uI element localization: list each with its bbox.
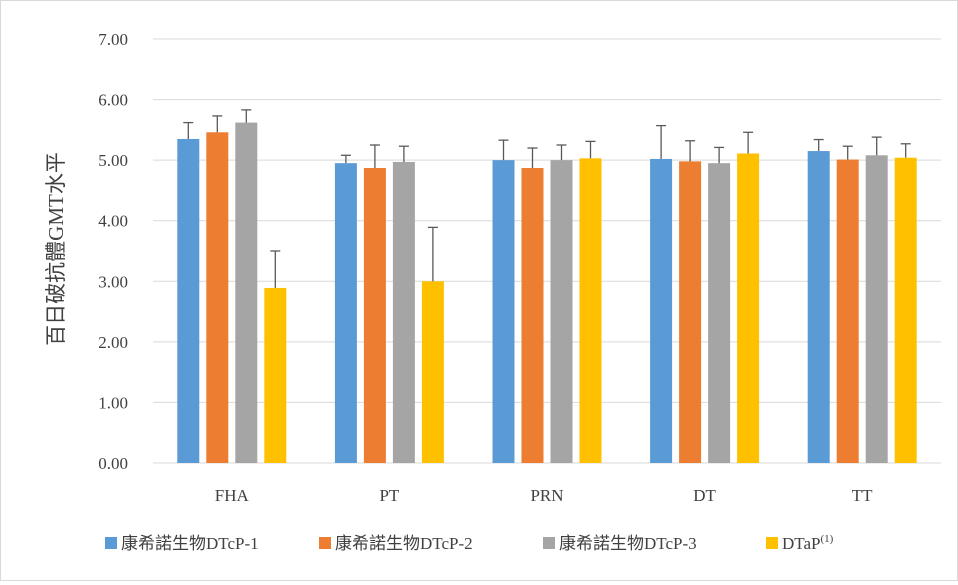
bar-prn-series-3 xyxy=(550,160,573,463)
x-category-label: TT xyxy=(852,486,873,505)
legend-swatch-2 xyxy=(319,537,331,549)
bar-prn-series-4 xyxy=(579,158,602,463)
bar-fha-series-2 xyxy=(206,132,229,463)
bar-prn-series-1 xyxy=(492,160,515,463)
legend-label-4: DTaP(1) xyxy=(782,533,834,553)
legend-swatch-1 xyxy=(105,537,117,549)
bar-dt-series-2 xyxy=(679,161,702,463)
legend-swatch-3 xyxy=(543,537,555,549)
bar-tt-series-4 xyxy=(894,157,917,463)
legend-label-2: 康希諾生物DTcP-2 xyxy=(335,534,473,553)
bar-tt-series-3 xyxy=(865,155,888,463)
bar-dt-series-3 xyxy=(708,163,731,463)
legend-label-1: 康希諾生物DTcP-1 xyxy=(121,534,259,553)
y-tick-label: 2.00 xyxy=(98,333,128,352)
y-tick-label: 3.00 xyxy=(98,272,128,291)
bar-pt-series-4 xyxy=(421,281,444,463)
legend-label-3: 康希諾生物DTcP-3 xyxy=(559,534,697,553)
y-axis-ticks: 0.00 1.00 2.00 3.00 4.00 5.00 6.00 7.00 xyxy=(98,30,128,473)
bar-prn-series-2 xyxy=(521,168,544,463)
bar-fha-series-1 xyxy=(177,138,200,463)
bar-pt-series-1 xyxy=(334,163,357,463)
x-category-label: PT xyxy=(379,486,399,505)
bar-dt-series-4 xyxy=(737,153,760,464)
y-tick-label: 0.00 xyxy=(98,454,128,473)
x-category-label: PRN xyxy=(530,486,563,505)
y-tick-label: 6.00 xyxy=(98,91,128,110)
bar-dt-series-1 xyxy=(650,158,673,463)
x-category-label: FHA xyxy=(215,486,250,505)
x-category-label: DT xyxy=(693,486,716,505)
y-axis-label: 百日破抗體GMT水平 xyxy=(44,152,68,346)
bar-pt-series-2 xyxy=(363,168,386,463)
y-tick-label: 5.00 xyxy=(98,151,128,170)
bar-fha-series-3 xyxy=(235,122,258,464)
bars xyxy=(177,122,917,464)
y-tick-label: 7.00 xyxy=(98,30,128,49)
bar-tt-series-1 xyxy=(807,151,830,464)
bar-fha-series-4 xyxy=(264,287,287,463)
bar-tt-series-2 xyxy=(836,159,859,463)
y-tick-label: 1.00 xyxy=(98,393,128,412)
x-axis-categories: FHA PT PRN DT TT xyxy=(215,486,873,505)
y-tick-label: 4.00 xyxy=(98,212,128,231)
legend-swatch-4 xyxy=(766,537,778,549)
bar-pt-series-3 xyxy=(392,161,415,463)
legend: 康希諾生物DTcP-1 康希諾生物DTcP-2 康希諾生物DTcP-3 DTaP(1) xyxy=(105,533,834,553)
error-bars xyxy=(183,109,911,288)
